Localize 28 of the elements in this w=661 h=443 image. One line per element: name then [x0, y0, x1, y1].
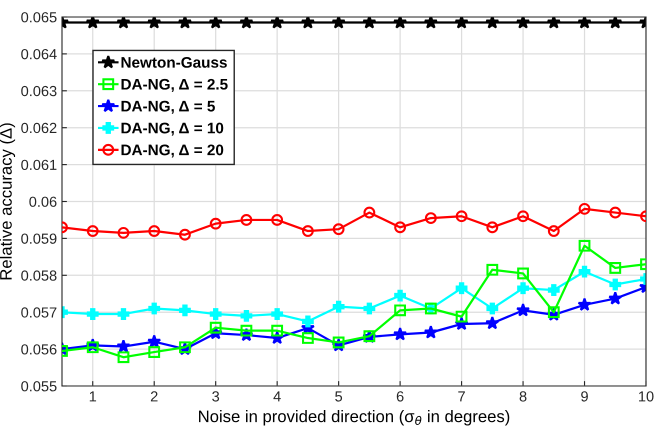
y-tick-label: 0.056: [21, 344, 56, 355]
x-tick-label: 9: [581, 391, 588, 402]
y-axis-title: Relative accuracy (Δ): [0, 123, 16, 280]
y-tick-label: 0.064: [21, 49, 57, 60]
x-tick-label: 10: [639, 391, 654, 402]
y-tick-label: 0.062: [21, 122, 56, 134]
y-tick-label: 0.055: [21, 381, 57, 392]
x-tick-label: 5: [335, 391, 342, 402]
x-tick-label: 8: [520, 391, 526, 402]
x-tick-label: 3: [212, 391, 220, 402]
x-tick-label: 2: [150, 391, 158, 402]
x-tick-label: 6: [396, 391, 404, 402]
x-tick-label: 4: [273, 391, 281, 402]
legend-label: DA-NG, Δ = 10: [122, 122, 224, 136]
y-tick-label: 0.057: [21, 307, 56, 318]
legend-label: DA-NG, Δ = 5: [122, 100, 215, 114]
x-tick-label: 7: [458, 391, 465, 402]
x-axis-title: Noise in provided direction (σ$_{θ}$ in degrees): [199, 410, 510, 426]
x-tick-label: 1: [90, 391, 96, 402]
y-tick-label: 0.059: [21, 234, 56, 244]
y-tick-label: 0.065: [21, 12, 57, 22]
y-tick-label: 0.06: [29, 196, 56, 207]
legend-label: Newton-Gauss: [122, 56, 227, 68]
y-tick-label: 0.063: [21, 86, 56, 96]
y-tick-label: 0.061: [21, 160, 56, 170]
y-tick-label: 0.058: [21, 270, 57, 281]
legend-label: DA-NG, Δ = 20: [122, 144, 224, 158]
legend-label: DA-NG, Δ = 2.5: [122, 78, 228, 92]
